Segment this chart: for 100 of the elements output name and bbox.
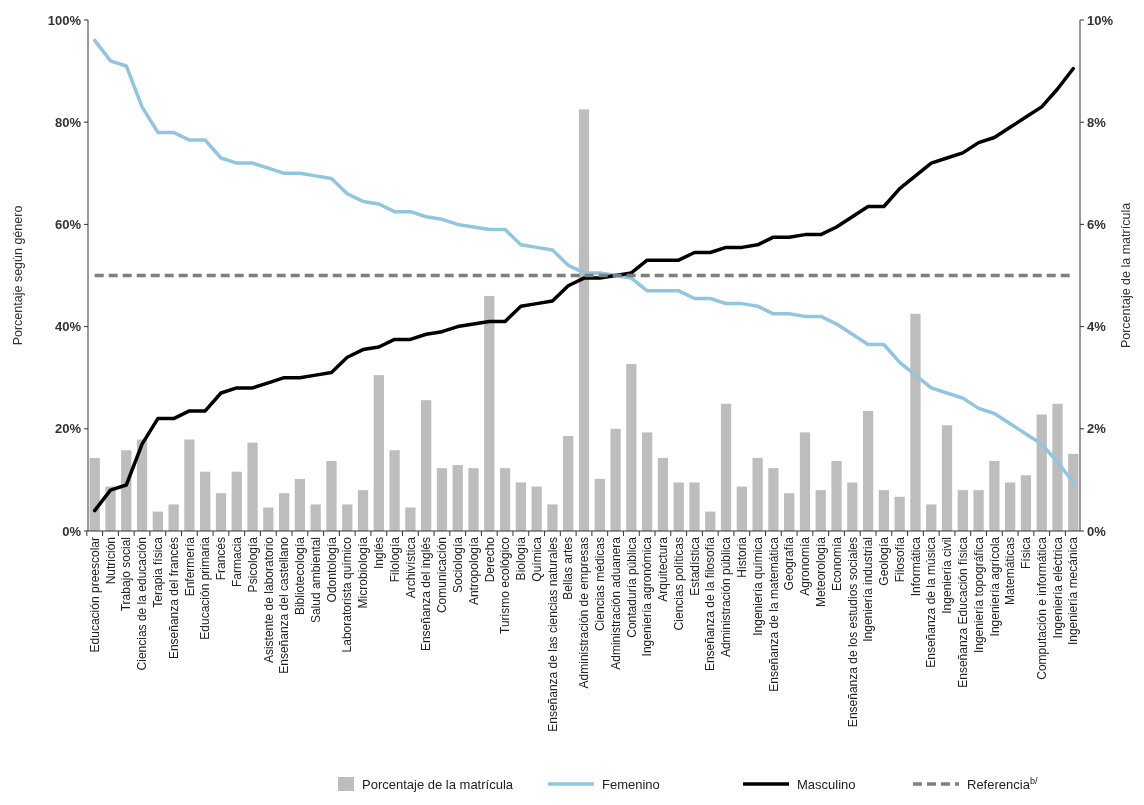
bar	[799, 432, 811, 531]
bar	[357, 490, 369, 531]
bar	[642, 432, 653, 531]
x-tick-label: Ingeniería química	[750, 536, 765, 636]
y2-axis-title: Porcentaje de la matrícula	[1119, 202, 1133, 349]
x-tick-label: Filología	[387, 536, 402, 583]
x-tick-label: Administración pública	[719, 536, 734, 658]
x-tick-label: Laboratorista químico	[340, 536, 355, 653]
x-tick-label: Ingeniería mecánica	[1066, 536, 1081, 646]
bar	[247, 442, 258, 531]
bar	[910, 313, 921, 531]
legend-label: Masculino	[797, 776, 856, 792]
bar	[342, 504, 353, 531]
x-tick-label: Ingeniería civil	[940, 537, 955, 614]
bar	[768, 468, 779, 531]
bar	[894, 496, 905, 531]
x-tick-label: Enseñanza de la música	[924, 536, 939, 668]
x-tick-label: Enfermería	[182, 536, 197, 597]
x-tick-label: Enseñanza de las ciencias naturales	[545, 537, 560, 732]
bar	[657, 457, 669, 531]
x-tick-label: Meteorología	[813, 536, 828, 608]
bar	[594, 478, 605, 531]
bar	[941, 425, 953, 531]
x-tick-label: Enseñanza del inglés	[419, 537, 434, 652]
bar	[531, 486, 542, 531]
bar	[89, 457, 100, 531]
bar	[815, 490, 826, 531]
bar	[563, 435, 574, 531]
x-tick-label: Computación e informática	[1034, 536, 1049, 680]
bar	[326, 460, 337, 531]
x-tick-label: Odontología	[324, 536, 339, 603]
y-tick-label: 40%	[54, 319, 82, 335]
x-tick-label: Ingeniería agrícola	[987, 536, 1002, 637]
bar	[610, 428, 621, 531]
bar	[1068, 453, 1079, 531]
bar	[452, 465, 463, 531]
y-tick-label: 0%	[62, 523, 82, 539]
bar	[231, 471, 242, 531]
x-tick-label: Enseñanza de los estudios sociales	[845, 537, 860, 728]
x-tick-label: Física	[1019, 536, 1034, 570]
bar	[752, 457, 763, 531]
bar	[578, 109, 590, 531]
legend-label: Porcentaje de la matrícula	[362, 776, 514, 792]
bar	[973, 490, 984, 531]
x-tick-label: Comunicación	[435, 537, 450, 614]
bar	[1052, 403, 1063, 531]
bar	[468, 468, 479, 531]
y-tick-label: 60%	[54, 216, 82, 232]
bar	[547, 504, 558, 531]
bar	[705, 511, 716, 531]
y-tick-label: 80%	[54, 114, 82, 130]
x-tick-label: Trabajo social	[119, 537, 134, 612]
legend-label: Femenino	[602, 776, 660, 792]
y2-tick-label: 6%	[1087, 216, 1107, 232]
bar	[389, 450, 400, 531]
y2-tick-label: 4%	[1087, 319, 1107, 335]
bar	[847, 482, 858, 531]
bar	[152, 511, 163, 531]
bar	[168, 504, 179, 531]
x-tick-label: Inglés	[372, 537, 387, 570]
x-tick-label: Administración de empresas	[577, 537, 592, 689]
x-tick-label: Ingeniería agronómica	[640, 536, 655, 657]
bar	[200, 471, 211, 531]
y2-tick-label: 0%	[1087, 523, 1107, 539]
bar	[263, 507, 274, 531]
x-tick-label: Enseñanza de la filosofía	[703, 536, 718, 672]
x-tick-label: Educación preescolar	[87, 537, 102, 653]
bar	[1005, 482, 1016, 531]
x-tick-label: Informática	[908, 536, 923, 597]
x-tick-label: Salud ambiental	[308, 537, 323, 624]
x-tick-label: Historia	[735, 536, 750, 578]
x-tick-label: Ingeniería eléctrica	[1050, 536, 1065, 639]
x-tick-label: Francés	[214, 537, 229, 581]
x-tick-label: Enseñanza Educación física	[956, 536, 971, 688]
x-tick-label: Ingeniería industrial	[861, 537, 876, 642]
bar	[294, 478, 306, 531]
y2-tick-label: 8%	[1087, 114, 1107, 130]
bar	[310, 504, 321, 531]
x-tick-label: Microbiología	[356, 536, 371, 609]
x-tick-label: Nutrición	[103, 537, 118, 585]
bar	[278, 493, 290, 531]
bar	[184, 439, 195, 531]
bar	[215, 493, 227, 531]
bar	[926, 504, 937, 531]
x-tick-label: Ciencias políticas	[671, 537, 686, 631]
bar	[499, 468, 511, 531]
bar	[720, 403, 732, 531]
x-tick-label: Turismo ecológico	[498, 536, 513, 634]
bar	[405, 507, 416, 531]
x-tick-label: Educación primaria	[198, 536, 213, 640]
bar	[373, 375, 384, 531]
x-tick-label: Terapia física	[151, 536, 166, 608]
x-tick-label: Biología	[514, 536, 529, 581]
x-tick-label: Filosofía	[892, 536, 907, 583]
x-tick-label: Geografía	[782, 536, 797, 591]
bar	[989, 460, 1000, 531]
x-tick-label: Contaduría pública	[624, 536, 639, 638]
x-tick-label: Economía	[829, 536, 844, 592]
x-tick-label: Estadística	[687, 536, 702, 596]
bar	[736, 486, 747, 531]
